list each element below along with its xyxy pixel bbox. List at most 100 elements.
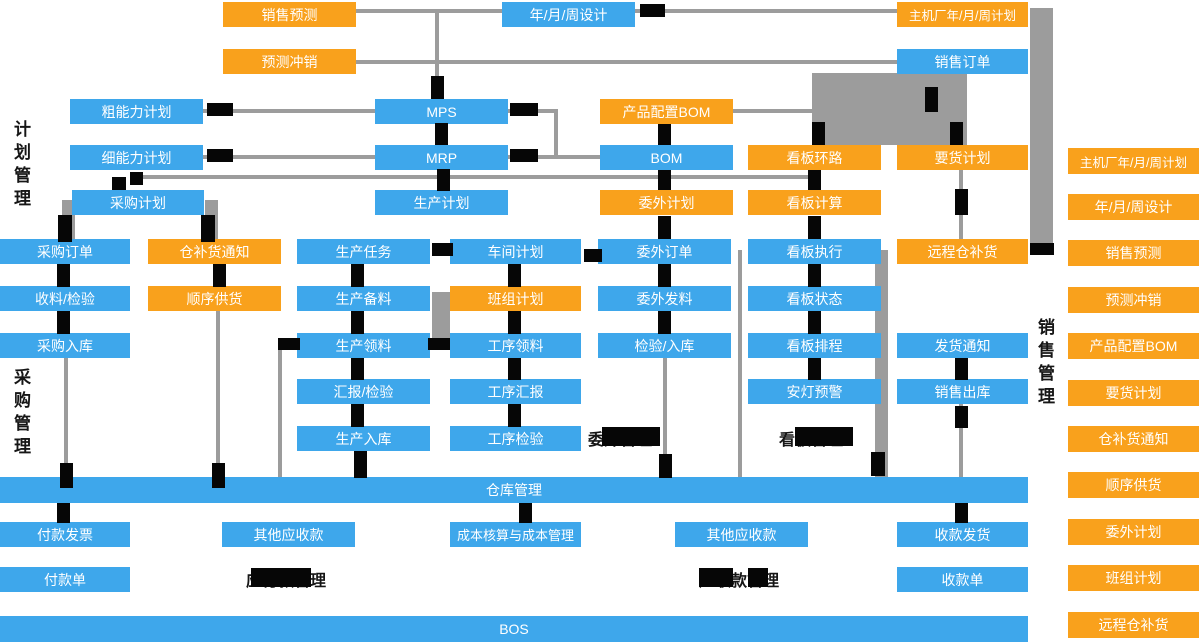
connector-mark: [950, 122, 963, 145]
box-kanban-scheduling: 看板排程: [748, 333, 881, 358]
connector-line: [1030, 8, 1053, 248]
connector-line: [959, 404, 963, 478]
connector-mark: [955, 189, 968, 215]
connector-mark: [658, 264, 671, 287]
box-sidebar-product-config-bom: 产品配置BOM: [1068, 333, 1199, 359]
box-sidebar-sales-forecast: 销售预测: [1068, 240, 1199, 266]
box-rough-capacity-plan: 粗能力计划: [70, 99, 203, 124]
connector-mark: [955, 358, 968, 380]
box-report-inspection: 汇报/检验: [297, 379, 430, 404]
box-mrp: MRP: [375, 145, 508, 170]
box-sidebar-oem-year-month-week-plan: 主机厂年/月/周计划: [1068, 148, 1199, 174]
connector-line: [203, 109, 375, 113]
connector-mark: [640, 4, 665, 17]
connector-mark: [658, 124, 671, 145]
box-purchase-plan: 采购计划: [72, 190, 204, 215]
connector-mark: [658, 216, 671, 239]
connector-mark: [432, 243, 453, 256]
connector-line: [733, 109, 812, 113]
connector-mark: [508, 358, 521, 380]
redaction-bar: [795, 427, 853, 446]
connector-mark: [658, 311, 671, 334]
box-kanban-calculation: 看板计算: [748, 190, 881, 215]
connector-mark: [351, 404, 364, 427]
box-production-inbound: 生产入库: [297, 426, 430, 451]
connector-mark: [351, 264, 364, 287]
box-sequence-supply: 顺序供货: [148, 286, 281, 311]
connector-line: [356, 60, 897, 64]
connector-mark: [354, 451, 367, 478]
connector-mark: [508, 311, 521, 334]
connector-mark: [808, 216, 821, 239]
redaction-bar: [602, 427, 660, 446]
connector-mark: [57, 264, 70, 287]
connector-line: [435, 11, 439, 99]
box-warehouse-replenishment-notice: 仓补货通知: [148, 239, 281, 264]
box-kanban-status: 看板状态: [748, 286, 881, 311]
connector-line: [278, 346, 282, 478]
box-sidebar-forecast-writeoff: 预测冲销: [1068, 287, 1199, 313]
box-sidebar-warehouse-replenishment-notice: 仓补货通知: [1068, 426, 1199, 452]
connector-mark: [659, 454, 672, 478]
box-other-receivables-left: 其他应收款: [222, 522, 355, 547]
connector-mark: [510, 103, 538, 116]
box-sidebar-year-month-week-design: 年/月/周设计: [1068, 194, 1199, 220]
box-production-task: 生产任务: [297, 239, 430, 264]
redaction-bar: [251, 568, 311, 587]
box-kanban-loop: 看板环路: [748, 145, 881, 170]
box-year-month-week-design: 年/月/周设计: [502, 2, 635, 27]
box-production-material-prep: 生产备料: [297, 286, 430, 311]
connector-mark: [60, 463, 73, 488]
connector-mark: [808, 264, 821, 287]
box-oem-year-month-week-plan: 主机厂年/月/周计划: [897, 2, 1028, 27]
redaction-bar: [748, 568, 768, 587]
box-forecast-writeoff: 预测冲销: [223, 49, 356, 74]
box-warehouse-management: 仓库管理: [0, 477, 1028, 503]
connector-mark: [437, 169, 450, 191]
connector-line: [663, 358, 667, 478]
box-sales-forecast: 销售预测: [223, 2, 356, 27]
connector-mark: [351, 358, 364, 380]
box-sidebar-sequence-supply: 顺序供货: [1068, 472, 1199, 498]
box-bom: BOM: [600, 145, 733, 170]
connector-mark: [57, 311, 70, 334]
box-receiving-inspection: 收料/检验: [0, 286, 130, 311]
connector-mark: [658, 170, 671, 190]
plan-management-label: 计划管理: [11, 120, 30, 212]
connector-mark: [435, 123, 448, 145]
connector-line: [554, 109, 558, 159]
box-remote-warehouse-replenishment: 远程仓补货: [897, 239, 1028, 264]
connector-mark: [1030, 243, 1054, 255]
box-team-plan: 班组计划: [450, 286, 581, 311]
connector-line: [203, 155, 375, 159]
box-sales-order: 销售订单: [897, 49, 1028, 74]
connector-mark: [130, 172, 143, 185]
connector-mark: [112, 177, 126, 190]
box-delivery-notice: 发货通知: [897, 333, 1028, 358]
connector-line: [738, 250, 742, 478]
box-outsourcing-plan: 委外计划: [600, 190, 733, 215]
box-andon-warning: 安灯预警: [748, 379, 881, 404]
box-other-receivables-right: 其他应收款: [675, 522, 808, 547]
box-sidebar-call-off-plan: 要货计划: [1068, 380, 1199, 406]
box-purchase-inbound: 采购入库: [0, 333, 130, 358]
box-production-plan: 生产计划: [375, 190, 508, 215]
box-workshop-plan: 车间计划: [450, 239, 581, 264]
connector-line: [875, 250, 888, 478]
box-mps: MPS: [375, 99, 508, 124]
connector-line: [432, 292, 450, 348]
connector-mark: [431, 76, 444, 99]
connector-mark: [508, 404, 521, 427]
box-payment-slip: 付款单: [0, 567, 130, 592]
connector-line: [812, 73, 967, 145]
box-receipt-slip: 收款单: [897, 567, 1028, 592]
connector-mark: [428, 338, 450, 350]
box-cost-accounting-management: 成本核算与成本管理: [450, 522, 581, 547]
box-sidebar-outsourcing-plan: 委外计划: [1068, 519, 1199, 545]
redaction-bar: [699, 568, 733, 587]
connector-mark: [510, 149, 538, 162]
connector-mark: [278, 338, 300, 350]
box-sales-outbound: 销售出库: [897, 379, 1028, 404]
connector-line: [64, 358, 68, 478]
sales-management-label: 销售管理: [1035, 318, 1054, 410]
